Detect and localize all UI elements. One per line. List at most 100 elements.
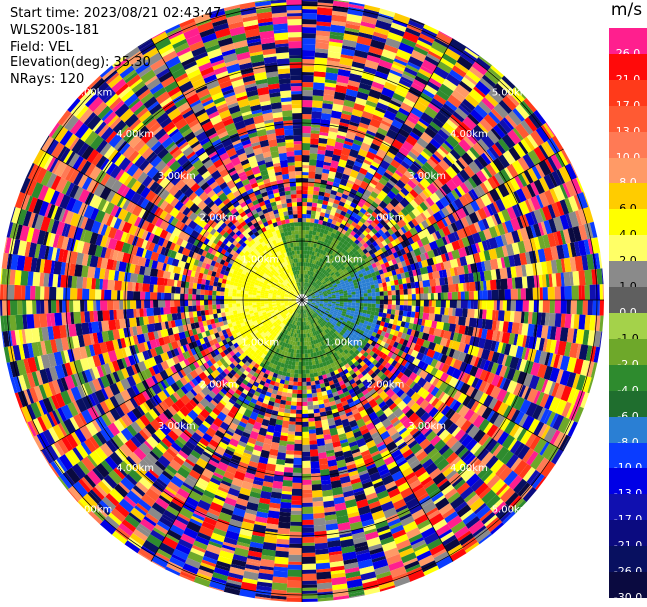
velocity-gate	[448, 307, 453, 316]
velocity-gate	[388, 381, 398, 391]
velocity-gate	[314, 312, 318, 317]
velocity-gate	[271, 436, 281, 444]
velocity-gate	[334, 502, 347, 512]
velocity-gate	[359, 395, 367, 403]
velocity-gate	[455, 403, 464, 414]
velocity-gate	[77, 288, 83, 300]
velocity-gate	[445, 339, 451, 348]
velocity-gate	[436, 458, 450, 471]
velocity-gate	[465, 454, 476, 466]
velocity-gate	[174, 300, 181, 307]
velocity-gate	[429, 435, 442, 447]
velocity-gate	[333, 445, 343, 453]
velocity-gate	[385, 388, 396, 399]
velocity-gate	[511, 498, 525, 512]
velocity-gate	[323, 335, 328, 340]
velocity-gate	[236, 289, 241, 294]
velocity-gate	[469, 365, 479, 377]
velocity-gate	[363, 300, 368, 304]
velocity-gate	[309, 311, 313, 316]
velocity-gate	[364, 528, 378, 535]
velocity-gate	[361, 340, 368, 346]
velocity-gate	[307, 409, 314, 414]
velocity-gate	[393, 314, 399, 321]
velocity-gate	[307, 337, 311, 342]
velocity-gate	[391, 405, 399, 413]
velocity-gate	[2, 300, 8, 316]
velocity-gate	[26, 314, 35, 329]
velocity-gate	[421, 332, 430, 341]
velocity-gate	[309, 306, 313, 310]
velocity-gate	[311, 388, 317, 394]
velocity-gate	[386, 440, 398, 452]
velocity-gate	[357, 558, 374, 569]
velocity-gate	[192, 294, 197, 300]
velocity-gate	[328, 325, 334, 330]
velocity-gate	[216, 291, 221, 296]
velocity-gate	[425, 507, 439, 517]
velocity-gate	[545, 339, 552, 353]
velocity-gate	[204, 294, 209, 300]
velocity-gate	[36, 300, 41, 314]
velocity-gate	[308, 413, 315, 418]
velocity-gate	[345, 341, 351, 347]
velocity-gate	[356, 363, 363, 370]
velocity-gate	[312, 327, 316, 332]
velocity-gate	[485, 329, 494, 341]
velocity-gate	[305, 304, 308, 309]
velocity-gate	[394, 362, 401, 370]
velocity-gate	[435, 379, 444, 389]
velocity-gate	[324, 334, 329, 339]
velocity-gate	[87, 300, 94, 312]
velocity-gate	[342, 551, 357, 561]
velocity-gate	[397, 400, 408, 411]
velocity-gate	[351, 302, 356, 306]
velocity-gate	[397, 315, 403, 322]
velocity-gate	[315, 316, 320, 321]
velocity-gate	[322, 305, 328, 308]
velocity-gate	[461, 434, 473, 448]
velocity-gate	[466, 375, 476, 387]
velocity-gate	[495, 446, 510, 462]
velocity-gate	[297, 381, 302, 386]
velocity-gate	[311, 301, 316, 303]
velocity-gate	[383, 322, 389, 328]
velocity-gate	[502, 300, 507, 311]
velocity-gate	[432, 423, 444, 435]
velocity-gate	[513, 426, 524, 440]
velocity-gate	[514, 411, 525, 425]
velocity-gate	[278, 521, 291, 529]
velocity-gate	[89, 288, 96, 300]
velocity-gate	[304, 305, 307, 310]
velocity-gate	[464, 326, 469, 336]
velocity-gate	[501, 434, 515, 450]
velocity-gate	[307, 308, 311, 312]
velocity-gate	[372, 319, 378, 325]
velocity-gate	[355, 302, 360, 307]
velocity-gate	[506, 367, 516, 381]
velocity-gate	[339, 305, 344, 309]
velocity-gate	[521, 386, 529, 399]
velocity-gate	[369, 326, 375, 332]
velocity-gate	[314, 317, 318, 322]
velocity-gate	[216, 295, 221, 300]
velocity-gate	[400, 366, 407, 374]
velocity-gate	[364, 382, 372, 389]
velocity-gate	[32, 300, 37, 315]
velocity-gate	[390, 431, 401, 441]
velocity-gate	[564, 341, 572, 357]
velocity-gate	[306, 389, 312, 394]
velocity-gate	[367, 330, 374, 336]
velocity-gate	[474, 527, 491, 543]
velocity-gate	[331, 306, 336, 309]
velocity-gate	[302, 502, 313, 507]
velocity-gate	[444, 355, 454, 366]
velocity-gate	[287, 576, 302, 581]
velocity-gate	[354, 349, 360, 356]
velocity-gate	[292, 353, 297, 358]
velocity-gate	[337, 327, 343, 332]
velocity-gate	[289, 377, 294, 382]
velocity-gate	[478, 486, 492, 500]
velocity-gate	[208, 309, 214, 315]
velocity-gate	[315, 301, 320, 303]
